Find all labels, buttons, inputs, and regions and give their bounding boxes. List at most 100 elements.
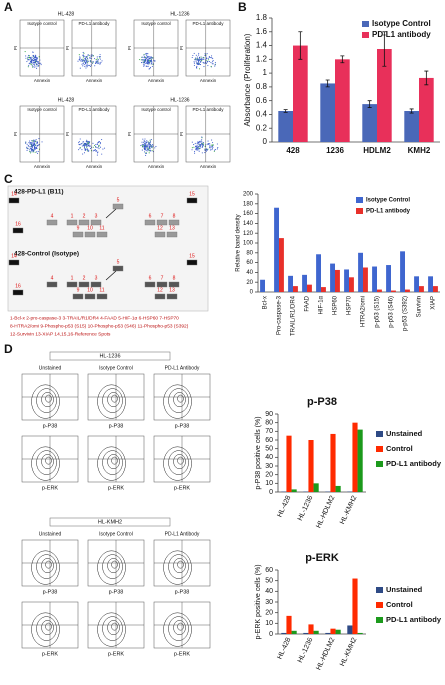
cell-line-label: HL-1236 bbox=[99, 353, 120, 359]
event-dot bbox=[36, 143, 38, 145]
event-dot bbox=[198, 145, 200, 147]
event-dot bbox=[30, 59, 32, 61]
event-dot bbox=[197, 58, 199, 60]
event-dot bbox=[82, 56, 84, 58]
contour bbox=[177, 394, 184, 403]
event-dot bbox=[101, 153, 103, 155]
event-dot bbox=[207, 57, 209, 59]
y-axis-label: p-ERK positive cells (%) bbox=[255, 564, 262, 639]
event-dot bbox=[150, 145, 152, 147]
event-dot bbox=[146, 150, 148, 152]
event-dot bbox=[102, 148, 104, 150]
event-dot bbox=[198, 62, 200, 64]
spot-number: 14 bbox=[11, 191, 17, 197]
spot-number: 2 bbox=[83, 213, 86, 219]
event-dot bbox=[197, 59, 199, 62]
spot-number: 5 bbox=[117, 197, 120, 203]
event-dot bbox=[86, 55, 88, 57]
contour bbox=[102, 388, 123, 413]
event-dot bbox=[79, 56, 81, 58]
x-tick-label: XIAP bbox=[431, 296, 437, 310]
event-dot bbox=[198, 63, 200, 65]
event-dot bbox=[84, 60, 86, 62]
group-header bbox=[49, 351, 171, 361]
bar bbox=[330, 263, 335, 292]
event-dot bbox=[82, 141, 84, 143]
event-dot bbox=[196, 65, 198, 68]
event-dot bbox=[37, 60, 39, 63]
y-tick-label: 50 bbox=[265, 578, 273, 585]
event-dot bbox=[99, 63, 101, 65]
event-dot bbox=[208, 60, 211, 63]
event-dot bbox=[37, 62, 39, 64]
spot bbox=[154, 293, 166, 300]
spot bbox=[46, 281, 58, 288]
contour bbox=[36, 388, 57, 413]
event-dot bbox=[33, 66, 35, 68]
event-dot bbox=[196, 63, 198, 65]
event-dot bbox=[197, 63, 200, 65]
condition-label: Isotype control bbox=[141, 21, 170, 26]
event-dot bbox=[94, 65, 96, 67]
event-dot bbox=[202, 143, 204, 145]
cell-line-label: HL-428 bbox=[58, 97, 75, 103]
event-dot bbox=[87, 63, 89, 65]
contour bbox=[102, 554, 123, 579]
panel-label: C bbox=[4, 172, 13, 186]
event-dot bbox=[28, 142, 30, 144]
event-dot bbox=[147, 65, 149, 67]
event-dot bbox=[86, 143, 88, 145]
bar bbox=[433, 286, 438, 292]
condition-label: PD-L1 antibody bbox=[192, 21, 224, 26]
event-dot bbox=[33, 144, 35, 146]
event-dot bbox=[29, 146, 31, 148]
event-dot bbox=[146, 141, 148, 143]
spot-number: 8 bbox=[173, 213, 176, 219]
event-dot bbox=[81, 145, 83, 147]
bar bbox=[428, 276, 433, 292]
event-dot bbox=[36, 59, 38, 61]
event-dot bbox=[101, 60, 103, 62]
bar bbox=[349, 277, 354, 292]
event-dot bbox=[149, 149, 151, 152]
bar bbox=[335, 59, 350, 143]
event-dot bbox=[201, 60, 203, 62]
event-dot bbox=[84, 66, 86, 68]
event-dot bbox=[30, 147, 32, 149]
event-dot bbox=[35, 66, 37, 68]
y-axis-label: p-P38 positive cells (%) bbox=[255, 416, 262, 489]
event-dot bbox=[24, 51, 26, 53]
spot bbox=[78, 219, 90, 226]
event-dot bbox=[83, 52, 85, 54]
event-dot bbox=[94, 62, 97, 65]
event-dot bbox=[142, 138, 144, 140]
event-dot bbox=[98, 141, 101, 143]
contour bbox=[111, 394, 118, 403]
y-tick-label: 1.4 bbox=[256, 41, 268, 50]
contour bbox=[36, 450, 57, 475]
event-dot bbox=[198, 147, 200, 149]
event-dot bbox=[195, 60, 197, 62]
event-dot bbox=[150, 56, 153, 58]
event-dot bbox=[141, 145, 144, 147]
event-dot bbox=[87, 140, 89, 142]
spot bbox=[168, 281, 180, 288]
event-dot bbox=[210, 147, 212, 149]
spot bbox=[154, 231, 166, 238]
y-tick-label: 60 bbox=[265, 437, 273, 444]
panel-label: B bbox=[238, 0, 247, 14]
event-dot bbox=[196, 61, 198, 63]
event-dot bbox=[35, 55, 37, 57]
event-dot bbox=[211, 145, 213, 147]
event-dot bbox=[78, 54, 80, 56]
bar bbox=[419, 286, 424, 292]
event-dot bbox=[86, 65, 88, 67]
event-dot bbox=[96, 56, 98, 58]
event-dot bbox=[95, 151, 97, 153]
event-dot bbox=[204, 53, 206, 55]
event-dot bbox=[31, 150, 34, 152]
event-dot bbox=[208, 56, 211, 58]
event-dot bbox=[196, 59, 198, 61]
contour bbox=[107, 558, 120, 574]
bar bbox=[281, 632, 287, 634]
